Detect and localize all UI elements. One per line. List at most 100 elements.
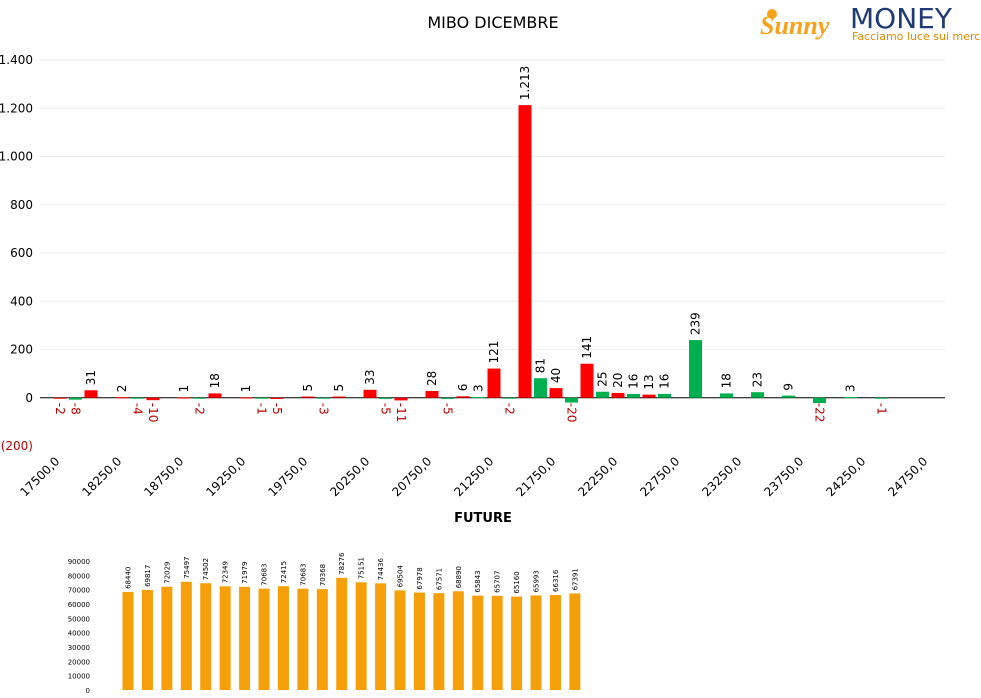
- bar: [549, 594, 561, 690]
- x-tick-label: 20750,0: [389, 454, 434, 499]
- bar: [472, 397, 485, 399]
- x-tick-label: 23250,0: [699, 454, 744, 499]
- bar: [301, 396, 315, 398]
- bar: [141, 589, 153, 690]
- data-label: 69504: [397, 565, 405, 588]
- y-tick-label: 1.200: [0, 101, 33, 115]
- bar: [530, 595, 542, 690]
- y-tick-label: 40000: [68, 630, 90, 638]
- data-label: -11: [394, 403, 408, 423]
- bar: [569, 593, 581, 690]
- data-label: 31: [84, 370, 98, 385]
- data-label: 5: [332, 384, 346, 392]
- data-label: -20: [565, 403, 579, 423]
- bar: [875, 397, 888, 399]
- data-label: 18: [720, 373, 734, 388]
- bar: [689, 340, 702, 398]
- bar: [332, 396, 346, 398]
- data-label: 3: [844, 384, 858, 392]
- data-label: 68890: [455, 566, 463, 588]
- x-tick-label: 19750,0: [265, 454, 310, 499]
- data-label: 20: [611, 373, 625, 388]
- data-label: 67978: [416, 567, 424, 589]
- data-label: 70368: [319, 564, 327, 586]
- x-tick-label: 19250,0: [203, 454, 248, 499]
- data-label: 3: [472, 384, 486, 392]
- y-tick-label: 800: [10, 198, 33, 212]
- chart-title: MIBO DICEMBRE: [427, 13, 558, 32]
- data-label: 1: [239, 385, 253, 393]
- bar: [394, 590, 406, 690]
- y-tick-label: 400: [10, 294, 33, 308]
- bar: [355, 582, 367, 690]
- bar: [115, 397, 129, 399]
- data-label: 121: [487, 341, 501, 364]
- bar: [255, 397, 268, 399]
- data-label: 5: [301, 384, 315, 392]
- y-tick-label: 90000: [68, 558, 90, 566]
- y-tick-label: 600: [10, 246, 33, 260]
- x-tick-label: 18750,0: [141, 454, 186, 499]
- data-label: 6: [456, 384, 470, 392]
- data-label: 28: [425, 371, 439, 386]
- data-label: 69817: [144, 565, 152, 587]
- bar: [239, 586, 251, 690]
- bar: [84, 390, 98, 398]
- bar: [375, 583, 387, 690]
- data-label: 81: [534, 358, 548, 373]
- bar: [131, 397, 144, 399]
- bar: [433, 593, 445, 690]
- bar: [751, 392, 764, 398]
- y-tick-label: 1.000: [0, 150, 33, 164]
- y-tick-label: 50000: [68, 615, 90, 623]
- data-label: -8: [69, 403, 83, 415]
- y-tick-label: 0: [25, 391, 33, 405]
- data-label: 72029: [163, 561, 171, 583]
- data-label: 65993: [533, 570, 541, 592]
- data-label: 67391: [571, 568, 579, 590]
- data-label: 16: [627, 374, 641, 389]
- data-label: -5: [270, 403, 284, 415]
- y-tick-label: 10000: [68, 673, 90, 681]
- bar: [441, 397, 454, 399]
- x-tick-label: 18250,0: [79, 454, 124, 499]
- data-label: 68440: [125, 567, 133, 589]
- bar: [317, 397, 330, 399]
- bar: [503, 397, 516, 399]
- bar: [452, 591, 464, 690]
- x-tick-label: 20250,0: [327, 454, 372, 499]
- bar: [208, 393, 222, 398]
- bar: [394, 397, 408, 401]
- bar: [270, 397, 284, 399]
- data-label: -2: [193, 403, 207, 415]
- bar: [611, 392, 625, 398]
- bar: [472, 595, 484, 690]
- bar: [379, 397, 392, 399]
- bar: [658, 393, 671, 398]
- bar: [565, 397, 578, 403]
- bar: [456, 396, 470, 398]
- x-tick-label: 23750,0: [761, 454, 806, 499]
- data-label: 23: [751, 372, 765, 387]
- bar: [549, 388, 563, 398]
- data-label: 72415: [280, 561, 288, 583]
- bar: [336, 577, 348, 690]
- bar: [813, 397, 826, 404]
- data-label: 141: [580, 336, 594, 359]
- bar: [146, 397, 160, 401]
- data-label: 65707: [494, 571, 502, 593]
- bar: [180, 581, 192, 690]
- y-tick-label: (200): [1, 439, 33, 453]
- bar: [487, 368, 501, 398]
- data-label: -2: [53, 403, 67, 415]
- bar: [627, 393, 640, 398]
- x-tick-label: 24750,0: [885, 454, 930, 499]
- bar: [239, 397, 253, 399]
- x-tick-label: 21250,0: [451, 454, 496, 499]
- bar: [720, 393, 733, 398]
- bar: [363, 389, 377, 398]
- bar: [491, 595, 503, 690]
- bar: [277, 586, 289, 690]
- bar: [122, 591, 134, 690]
